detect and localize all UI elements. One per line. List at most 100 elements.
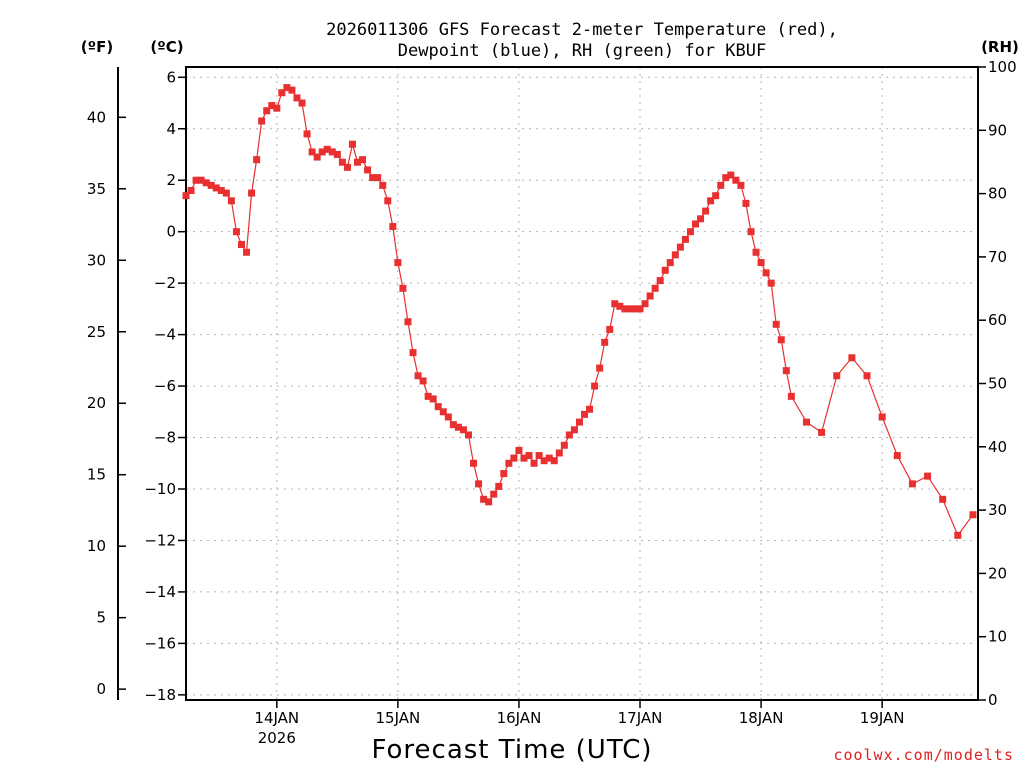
temperature-point [752, 248, 760, 256]
temperature-point [298, 99, 306, 107]
temperature-point [939, 495, 947, 503]
temperature-point [591, 382, 599, 390]
temperature-point [328, 148, 336, 156]
celsius-tick-label: −6 [154, 377, 176, 395]
rh-unit-label: (RH) [981, 38, 1019, 56]
temperature-point [485, 498, 493, 506]
temperature-point [510, 454, 518, 462]
temperature-point [500, 470, 508, 478]
temperature-point [908, 480, 916, 488]
series-layer [182, 84, 977, 539]
axis-layer: 40353025201510506420−2−4−6−8−10−12−14−16… [87, 58, 1017, 747]
temperature-point [692, 220, 700, 228]
temperature-point [515, 446, 523, 454]
temperature-point [878, 413, 886, 421]
temperature-point [359, 156, 367, 164]
rh-tick-label: 80 [988, 185, 1007, 203]
temperature-point [404, 318, 412, 326]
temperature-point [732, 176, 740, 184]
temperature-point [737, 181, 745, 189]
fahrenheit-tick-label: 5 [96, 609, 106, 627]
temperature-point [666, 259, 674, 267]
celsius-tick-label: −12 [144, 531, 176, 549]
temperature-point [313, 153, 321, 161]
fahrenheit-tick-label: 30 [87, 251, 106, 269]
grid-layer [186, 67, 978, 700]
temperature-point [727, 171, 735, 179]
temperature-point [333, 150, 341, 158]
rh-tick-label: 90 [988, 121, 1007, 139]
temperature-point [661, 266, 669, 274]
temperature-point [707, 197, 715, 205]
temperature-point [323, 145, 331, 153]
temperature-point [712, 192, 720, 200]
temperature-point [697, 215, 705, 223]
rh-tick-label: 60 [988, 311, 1007, 329]
temperature-point [243, 248, 251, 256]
temperature-point [434, 403, 442, 411]
fahrenheit-tick-label: 10 [87, 537, 106, 555]
temperature-point [449, 421, 457, 429]
temperature-point [288, 86, 296, 94]
temperature-point [364, 166, 372, 174]
temperature-point [197, 176, 205, 184]
temperature-point [409, 349, 417, 357]
rh-tick-label: 40 [988, 438, 1007, 456]
temperature-point [480, 495, 488, 503]
rh-tick-label: 30 [988, 501, 1007, 519]
temperature-point [429, 395, 437, 403]
temperature-point [384, 197, 392, 205]
celsius-tick-label: −14 [144, 583, 176, 601]
rh-tick-label: 100 [988, 58, 1017, 76]
x-tick-sublabel: 2026 [258, 729, 296, 747]
temperature-point [686, 228, 694, 236]
temperature-point [237, 241, 245, 249]
temperature-point [338, 158, 346, 166]
temperature-point [308, 148, 316, 156]
temperature-point [631, 305, 639, 313]
temperature-point [424, 392, 432, 400]
temperature-point [414, 372, 422, 380]
temperature-point [354, 158, 362, 166]
fahrenheit-unit-label: (ºF) [81, 38, 113, 56]
celsius-tick-label: −8 [154, 429, 176, 447]
fahrenheit-tick-label: 20 [87, 394, 106, 412]
temperature-point [893, 452, 901, 460]
temperature-point [389, 223, 397, 231]
temperature-point [762, 269, 770, 277]
temperature-point [248, 189, 256, 197]
chart-title-line-1: 2026011306 GFS Forecast 2-meter Temperat… [326, 20, 838, 40]
temperature-point [767, 279, 775, 287]
temperature-point [636, 305, 644, 313]
temperature-point [581, 410, 589, 418]
temperature-point [676, 243, 684, 251]
temperature-point [802, 418, 810, 426]
temperature-point [848, 354, 856, 362]
fahrenheit-tick-label: 0 [96, 680, 106, 698]
temperature-point [550, 457, 558, 465]
temperature-point [454, 423, 462, 431]
plot-frame [185, 66, 979, 701]
temperature-point [757, 259, 765, 267]
temperature-point [374, 174, 382, 182]
celsius-tick-label: 0 [166, 223, 176, 241]
temperature-point [348, 140, 356, 148]
temperature-point [575, 418, 583, 426]
temperature-point [924, 472, 932, 480]
celsius-tick-label: −4 [154, 326, 176, 344]
temperature-point [303, 130, 311, 138]
temperature-point [490, 490, 498, 498]
temperature-point [202, 179, 210, 187]
temperature-point [258, 117, 266, 125]
temperature-point [419, 377, 427, 385]
temperature-point [555, 449, 563, 457]
rh-tick-label: 10 [988, 628, 1007, 646]
temperature-point [656, 277, 664, 285]
x-tick-label: 18JAN [739, 709, 784, 727]
temperature-point [253, 156, 261, 164]
temperature-point [787, 392, 795, 400]
temperature-point [560, 441, 568, 449]
temperature-point [772, 320, 780, 328]
temperature-point [278, 89, 286, 97]
